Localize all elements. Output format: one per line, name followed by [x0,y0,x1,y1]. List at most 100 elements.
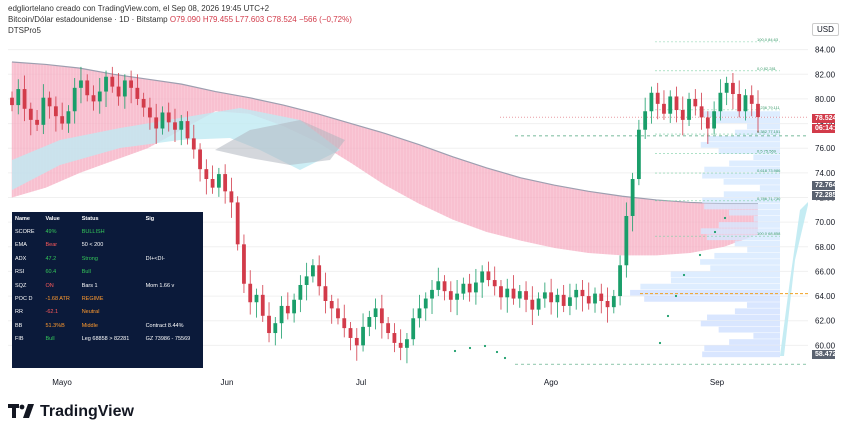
candle-body [549,292,553,302]
signal-dot [714,231,716,233]
candle-body [756,104,760,117]
table-row: SCORE 49% BULLISH [12,225,203,238]
candle-body [186,121,190,138]
signal-dot [496,351,498,353]
candle-body [242,244,246,283]
indicator-table: Name Value Status Sig SCORE 49% BULLISH EMA… [12,212,203,368]
table-cell-value: 51.3%B [42,319,78,332]
y-tick-label: 80.00 [815,95,836,104]
volume-profile-bar [719,222,780,228]
table-cell-sig [143,239,203,252]
volume-profile-bar [753,333,780,339]
candle-body [117,87,121,97]
x-tick-label: Jun [221,378,234,387]
price-tag: 78.524 [812,114,835,123]
candle-body [349,328,353,338]
table-row: FIB Bull Leg 68858 > 82281 GZ 73986 - 75569 [12,332,203,345]
candle-body [60,116,64,123]
candle-body [41,98,45,125]
fib-label: 0.236 79.111 [757,105,781,110]
price-tag: 72.764 [812,181,835,190]
candle-body [430,290,434,299]
candle-body [167,112,171,122]
candle-body [54,106,58,116]
table-cell-status: BULLISH [79,225,143,238]
table-cell-name: BB [12,319,42,332]
candle-body [518,291,522,298]
candle-body [173,122,177,129]
fib-label: 0.618 73.986 [757,168,781,173]
table-row: RR -62.1 Neutral [12,306,203,319]
candle-body [612,296,616,307]
candle-body [16,89,20,105]
candle-body [631,179,635,216]
signal-dot [484,345,486,347]
table-cell-name: SQZ [12,279,42,292]
table-cell-value: Bear [42,239,78,252]
candle-body [555,295,559,302]
candle-body [656,93,660,104]
candle-body [581,290,585,296]
candle-body [217,174,221,188]
volume-profile-bar [671,271,780,277]
volume-profile-bar [710,265,780,271]
candle-body [286,306,290,313]
candle-body [129,80,133,87]
candle-body [374,308,378,317]
candle-body [744,95,748,111]
price-tag: 72.285 [812,191,835,200]
x-tick-label: Sep [710,378,725,387]
table-row: POC D -1.68 ATR REGIME [12,292,203,305]
table-row: ADX 47.2 Strong DI+<DI- [12,252,203,265]
footer-brand[interactable]: TradingView [8,403,134,421]
volume-profile-bar [753,154,780,160]
candle-body [405,339,409,348]
table-cell-value: 49% [42,225,78,238]
candle-body [355,338,359,345]
volume-profile-bar [719,327,780,333]
candle-body [599,294,603,301]
candle-body [418,308,422,318]
candle-body [311,265,315,276]
candle-body [587,296,591,303]
candle-body [668,96,672,113]
fib-label: 100.0 84.63 [757,37,779,42]
candle-body [98,92,102,102]
signal-dot [724,217,726,219]
candle-body [280,306,284,323]
candle-body [637,130,641,179]
y-tick-label: 84.00 [815,46,836,55]
candle-body [474,283,478,293]
candle-body [317,265,321,286]
candle-body [675,96,679,110]
candle-body [725,83,729,93]
table-row: RSI 60.4 Bull [12,266,203,279]
candle-body [211,179,215,188]
table-cell-name: RR [12,306,42,319]
candle-body [650,93,654,111]
y-tick-label: 60.00 [815,341,836,350]
brand-name: TradingView [40,403,134,421]
volume-profile-bar [704,345,780,351]
candle-body [104,77,108,92]
table-header-name: Name [12,212,42,225]
candle-body [562,295,566,306]
candle-body [424,299,428,309]
candle-body [204,169,208,179]
candle-body [524,291,528,300]
tradingview-logo-icon [8,404,34,421]
volume-profile-bar [760,185,780,191]
table-cell-sig [143,225,203,238]
table-cell-value: 60.4 [42,266,78,279]
candle-body [687,99,691,120]
table-cell-value: -1.68 ATR [42,292,78,305]
candle-body [499,286,503,297]
candle-body [336,308,340,318]
fib-label: 100.0 68.858 [757,231,781,236]
table-cell-status: 50 < 200 [79,239,143,252]
volume-profile-bar [700,111,780,117]
table-cell-name: SCORE [12,225,42,238]
table-cell-sig: Mom 1.66 v [143,279,203,292]
signal-dot [659,342,661,344]
table-cell-value: -62.1 [42,306,78,319]
